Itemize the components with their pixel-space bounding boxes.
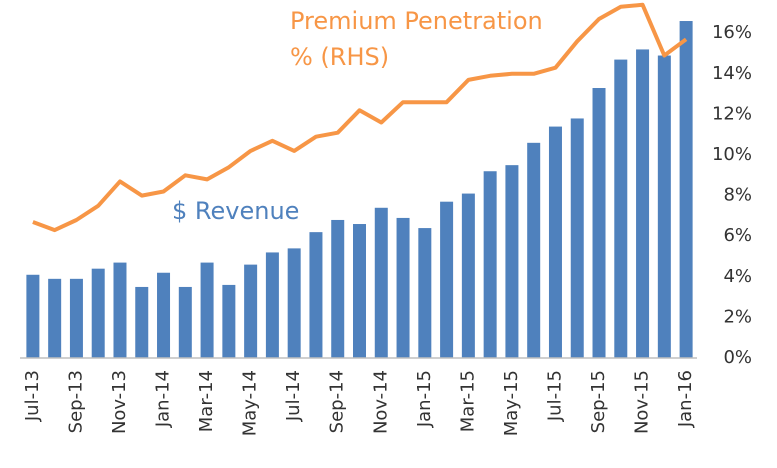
y-tick-label: 14% — [712, 63, 752, 84]
bar — [505, 165, 519, 358]
x-tick-label: Nov-15 — [632, 370, 653, 434]
x-tick-label: Nov-14 — [370, 370, 391, 434]
y-tick-label: 2% — [723, 306, 752, 327]
y-tick-label: 12% — [712, 103, 752, 124]
x-tick-label: Jan-15 — [414, 370, 435, 428]
x-tick-label: May-14 — [240, 370, 261, 436]
bar — [461, 193, 475, 358]
bar — [26, 274, 40, 358]
series-label: $ Revenue — [172, 197, 299, 225]
bar — [636, 49, 650, 358]
bar — [418, 228, 432, 358]
x-tick-label: Mar-14 — [196, 370, 217, 432]
x-tick-label: Sep-13 — [65, 370, 86, 433]
bar — [48, 278, 62, 358]
bar — [178, 286, 192, 358]
x-tick-label: Nov-13 — [109, 370, 130, 434]
bar — [570, 118, 584, 359]
y-tick-label: 8% — [723, 185, 752, 206]
x-tick-label: Sep-15 — [588, 370, 609, 433]
bar — [353, 224, 366, 358]
bar — [287, 248, 301, 358]
bar — [69, 278, 83, 358]
bar — [157, 272, 171, 358]
x-tick-label: Jan-16 — [675, 370, 696, 428]
bar — [548, 126, 562, 358]
bar — [592, 88, 606, 358]
bar — [396, 217, 410, 358]
line-annotation: % (RHS) — [290, 43, 389, 71]
x-tick-label: Jul-14 — [283, 370, 304, 422]
bar — [483, 171, 497, 358]
bar — [679, 21, 693, 359]
y-tick-label: 0% — [723, 347, 752, 368]
x-tick-label: Jul-13 — [22, 370, 43, 422]
y-tick-label: 6% — [723, 225, 752, 246]
bar — [440, 201, 454, 358]
bar — [614, 59, 628, 359]
bar — [265, 252, 279, 358]
x-tick-label: Jan-14 — [153, 370, 174, 428]
bar — [113, 262, 127, 358]
x-tick-label: Sep-14 — [327, 370, 348, 433]
bar — [527, 142, 541, 358]
bar — [374, 207, 388, 358]
bar — [135, 286, 149, 358]
line — [32, 2, 688, 233]
bar — [222, 284, 236, 358]
bar — [331, 219, 345, 358]
bar — [657, 55, 671, 358]
y-tick-label: 4% — [723, 266, 752, 287]
y-tick-label: 10% — [712, 144, 752, 165]
x-tick-label: Mar-15 — [457, 370, 478, 432]
bar — [91, 268, 105, 358]
x-tick-label: May-15 — [501, 370, 522, 436]
y-tick-label: 16% — [712, 22, 752, 43]
line-annotation: Premium Penetration — [290, 7, 543, 35]
bar — [309, 232, 323, 358]
x-tick-label: Jul-15 — [544, 370, 565, 422]
bar — [244, 264, 258, 358]
bar — [200, 262, 214, 358]
